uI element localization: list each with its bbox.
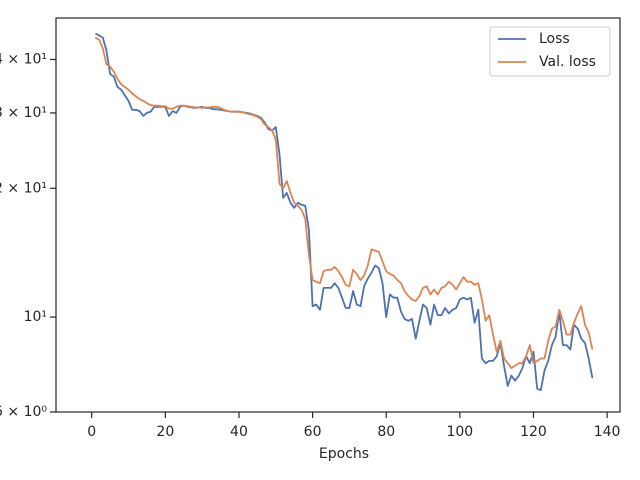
y-tick-label: 10¹ xyxy=(24,309,47,325)
legend-label: Loss xyxy=(539,31,570,47)
x-axis-label: Epochs xyxy=(319,446,369,462)
line-series xyxy=(94,36,594,369)
line-series xyxy=(94,32,594,391)
x-tick-label: 140 xyxy=(594,424,621,440)
y-tick-label: 2 × 10¹ xyxy=(0,180,47,196)
x-tick-label: 20 xyxy=(156,424,174,440)
x-tick-label: 40 xyxy=(230,424,248,440)
x-tick-label: 0 xyxy=(87,424,96,440)
x-tick-label: 60 xyxy=(304,424,322,440)
y-tick-label: 3 × 10¹ xyxy=(0,105,47,121)
plot-frame xyxy=(55,17,621,413)
x-tick-label: 100 xyxy=(446,424,473,440)
x-tick-label: 120 xyxy=(520,424,547,440)
x-tick-label: 80 xyxy=(377,424,395,440)
y-tick-label: 4 × 10¹ xyxy=(0,51,47,67)
y-tick-label: 6 × 10⁰ xyxy=(0,404,47,420)
legend-label: Val. loss xyxy=(539,54,596,70)
